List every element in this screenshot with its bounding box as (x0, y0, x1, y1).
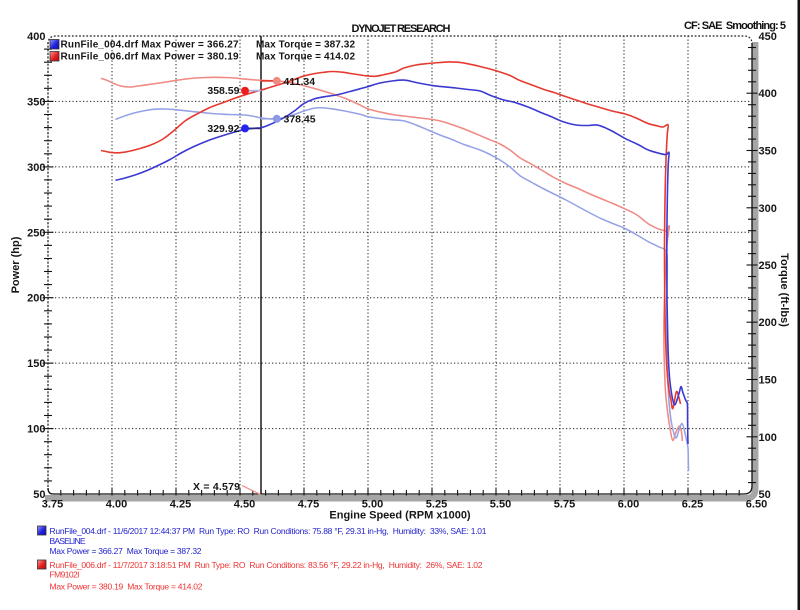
svg-text:RunFile_006.drf Max Power = 38: RunFile_006.drf Max Power = 380.19 (61, 51, 239, 62)
svg-text:300: 300 (759, 203, 777, 215)
svg-text:6.50: 6.50 (746, 499, 767, 511)
svg-text:378.45: 378.45 (284, 114, 316, 126)
svg-text:Max Power = 366.27 Max Torque: Max Power = 366.27 Max Torque = 387.32 (50, 546, 202, 556)
svg-text:4.50: 4.50 (234, 499, 255, 511)
svg-text:4.25: 4.25 (170, 499, 191, 511)
svg-text:CF: SAE Smoothing: 5: CF: SAE Smoothing: 5 (684, 20, 786, 32)
svg-text:DYNOJET RESEARCH: DYNOJET RESEARCH (352, 23, 451, 35)
svg-text:Max Torque = 387.32: Max Torque = 387.32 (256, 39, 355, 50)
svg-text:150: 150 (27, 358, 45, 370)
svg-text:5.25: 5.25 (426, 499, 447, 511)
svg-text:400: 400 (27, 31, 45, 43)
svg-text:450: 450 (759, 31, 777, 43)
svg-text:5.00: 5.00 (362, 499, 383, 511)
svg-text:50: 50 (759, 489, 771, 501)
svg-text:358.59: 358.59 (207, 85, 239, 97)
svg-text:Engine Speed (RPM x1000): Engine Speed (RPM x1000) (329, 510, 471, 522)
svg-text:200: 200 (27, 293, 45, 305)
svg-text:Max Torque = 414.02: Max Torque = 414.02 (256, 51, 355, 62)
svg-text:300: 300 (27, 162, 45, 174)
svg-text:X = 4.579: X = 4.579 (193, 481, 240, 493)
svg-text:RunFile_004.drf Max Power = 36: RunFile_004.drf Max Power = 366.27 (61, 39, 239, 50)
svg-text:4.75: 4.75 (298, 499, 319, 511)
svg-text:FM9102I: FM9102I (50, 570, 80, 580)
svg-text:250: 250 (27, 227, 45, 239)
svg-text:5.50: 5.50 (490, 499, 511, 511)
svg-text:Torque (ft-lbs): Torque (ft-lbs) (778, 253, 790, 327)
svg-text:350: 350 (27, 96, 45, 108)
svg-text:BASELINE: BASELINE (50, 536, 86, 546)
svg-text:100: 100 (27, 424, 45, 436)
svg-text:50: 50 (33, 489, 45, 501)
svg-text:Max Power = 380.19 Max Torque: Max Power = 380.19 Max Torque = 414.02 (50, 582, 203, 592)
svg-text:4.00: 4.00 (106, 499, 127, 511)
svg-text:200: 200 (759, 317, 777, 329)
svg-text:6.25: 6.25 (682, 499, 703, 511)
svg-text:RunFile_006.drf - 11/7/2017 3:: RunFile_006.drf - 11/7/2017 3:18:51 PM R… (50, 560, 483, 570)
svg-text:6.00: 6.00 (618, 499, 639, 511)
svg-text:350: 350 (759, 146, 777, 158)
svg-text:Power (hp): Power (hp) (10, 236, 22, 293)
svg-text:400: 400 (759, 88, 777, 100)
svg-text:250: 250 (759, 260, 777, 272)
svg-text:100: 100 (759, 432, 777, 444)
svg-text:150: 150 (759, 375, 777, 387)
svg-text:RunFile_004.drf - 11/6/2017 12: RunFile_004.drf - 11/6/2017 12:44:37 PM … (50, 526, 487, 536)
svg-text:329.92: 329.92 (207, 123, 239, 135)
svg-text:3.75: 3.75 (42, 499, 63, 511)
svg-text:5.75: 5.75 (554, 499, 575, 511)
svg-text:411.34: 411.34 (284, 76, 316, 88)
